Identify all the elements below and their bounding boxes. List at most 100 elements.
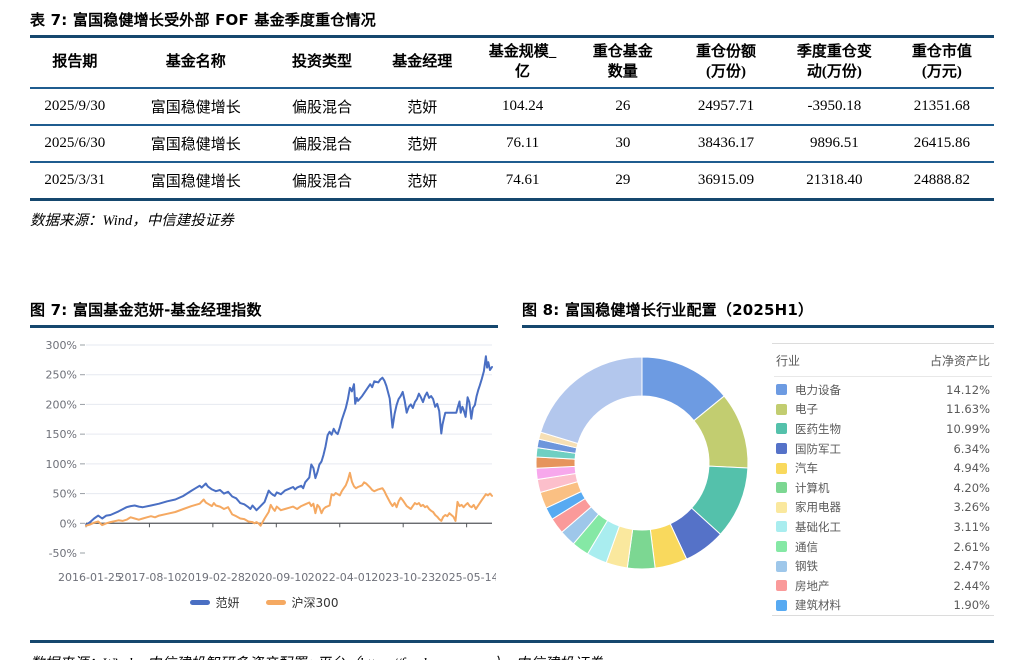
column-header: 重仓份额 (万份) [672,38,779,89]
table-cell: 74.61 [472,162,573,201]
donut-chart-wrap [528,349,756,616]
column-header: 基金名称 [119,38,272,89]
manager-index-line-chart: -50%0%50%100%150%200%250%300%2016-01-252… [46,339,499,584]
table-cell: 104.24 [472,88,573,126]
industry-label: 通信 [795,539,818,554]
color-swatch [776,521,787,533]
color-swatch [776,482,787,494]
table-cell: -3950.18 [778,88,890,126]
table-row: 2025/9/30 富国稳健增长 偏股混合 范妍 104.24 26 24957… [30,88,994,126]
legend-row: 通信 2.61% [774,537,992,557]
x-tick-label: 2025-05-14 [435,571,496,584]
table-cell: 范妍 [372,88,473,126]
title-rule [522,325,994,328]
x-tick-label: 2023-10-23 [371,571,435,584]
legend-row: 建筑材料 1.90% [774,596,992,616]
color-swatch [776,403,787,415]
legend-item: 沪深300 [265,594,338,611]
y-tick-label: 250% [46,369,77,382]
title-rule [30,35,994,38]
industry-value: 14.12% [946,382,990,397]
color-swatch [776,443,787,455]
table-cell: 范妍 [372,162,473,201]
column-header: 基金规模_ 亿 [472,38,573,89]
x-tick-label: 2020-09-10 [244,571,308,584]
legend-row: 家用电器 3.26% [774,498,992,518]
table-cell: 21318.40 [778,162,890,201]
legend-line-swatch [189,600,210,605]
industry-label: 汽车 [795,461,818,476]
title-rule [30,325,498,328]
industry-legend-panel: 行业 占净资产比 电力设备 14.12% 电子 11.63% 医药生物 10.99% … [772,343,994,617]
industry-label: 家用电器 [795,500,841,515]
table7-title: 表 7: 富国稳健增长受外部 FOF 基金季度重仓情况 [30,11,376,29]
table-cell: 富国稳健增长 [119,88,272,126]
industry-value: 2.47% [953,559,990,574]
table-cell: 2025/9/30 [30,88,120,126]
y-tick-label: 0% [60,517,77,530]
x-tick-label: 2017-08-10 [117,571,181,584]
bottom-rule [30,640,994,644]
industry-legend-header: 行业 占净资产比 [774,344,992,377]
table-header-row: 报告期 基金名称 投资类型 基金经理 基金规模_ 亿 重仓基金 数量 重仓份额 … [30,38,994,89]
table-cell: 38436.17 [672,125,779,163]
series-line-范妍 [85,355,493,527]
table-cell: 30 [572,125,673,163]
table-cell: 24888.82 [889,162,994,201]
color-swatch [776,423,787,435]
x-tick-label: 2016-01-25 [58,571,122,584]
industry-value: 11.63% [946,402,990,417]
industry-label: 钢铁 [795,559,818,574]
x-tick-label: 2022-04-01 [308,571,372,584]
table-cell: 76.11 [472,125,573,163]
industry-donut-chart [535,356,749,570]
industry-label: 医药生物 [795,421,841,436]
industry-label: 电力设备 [795,382,841,397]
color-swatch [776,462,787,474]
table-cell: 富国稳健增长 [119,162,272,201]
table-cell: 26 [572,88,673,126]
color-swatch [776,384,787,396]
series-line-沪深300 [85,471,493,527]
figure8-title: 图 8: 富国稳健增长行业配置（2025H1） [522,301,814,319]
legend-label: 范妍 [215,596,240,610]
table-cell: 26415.86 [889,125,994,163]
industry-label: 房地产 [795,578,830,593]
industry-label: 国防军工 [795,441,841,456]
footer-source: 数据来源：Wind、中信建投智研多资产配置+平台（https://fund.cs… [30,652,994,660]
industry-value: 4.94% [953,461,990,476]
industry-column-label: 行业 [776,354,801,368]
industry-value: 6.34% [953,441,990,456]
industry-value: 3.26% [953,500,990,515]
industry-value: 10.99% [946,421,990,436]
y-tick-label: 150% [46,428,77,441]
figures-row: 图 7: 富国基金范妍-基金经理指数 -50% 0% 50% 100% 150% 200%… [30,300,994,617]
table-row: 2025/6/30 富国稳健增长 偏股混合 范妍 76.11 30 38436.… [30,125,994,163]
y-tick-label: 300% [46,339,77,352]
table-cell: 偏股混合 [271,125,373,163]
legend-row: 电力设备 14.12% [774,380,992,400]
industry-label: 电子 [795,402,818,417]
table-cell: 21351.68 [889,88,994,126]
industry-value: 3.11% [953,519,990,534]
table7-source: 数据来源：Wind，中信建投证券 [30,213,234,229]
table-cell: 富国稳健增长 [119,125,272,163]
table-cell: 9896.51 [778,125,890,163]
legend-row: 基础化工 3.11% [774,517,992,537]
y-tick-label: -50% [49,547,77,560]
y-tick-label: 200% [46,398,77,411]
figure7: 图 7: 富国基金范妍-基金经理指数 -50% 0% 50% 100% 150% 200%… [30,300,499,616]
column-header: 投资类型 [271,38,373,89]
figure7-title: 图 7: 富国基金范妍-基金经理指数 [30,301,262,319]
x-tick-label: 2019-02-28 [181,571,245,584]
legend-row: 钢铁 2.47% [774,556,992,576]
industry-label: 基础化工 [795,519,841,534]
industry-value: 4.20% [953,480,990,495]
table-cell: 36915.09 [672,162,779,201]
industry-value: 1.90% [953,598,990,613]
column-header: 重仓市值 (万元) [889,38,994,89]
column-header: 季度重仓变 动(万份) [778,38,890,89]
legend-row: 国防军工 6.34% [774,439,992,459]
color-swatch [776,599,787,611]
column-header: 基金经理 [372,38,473,89]
